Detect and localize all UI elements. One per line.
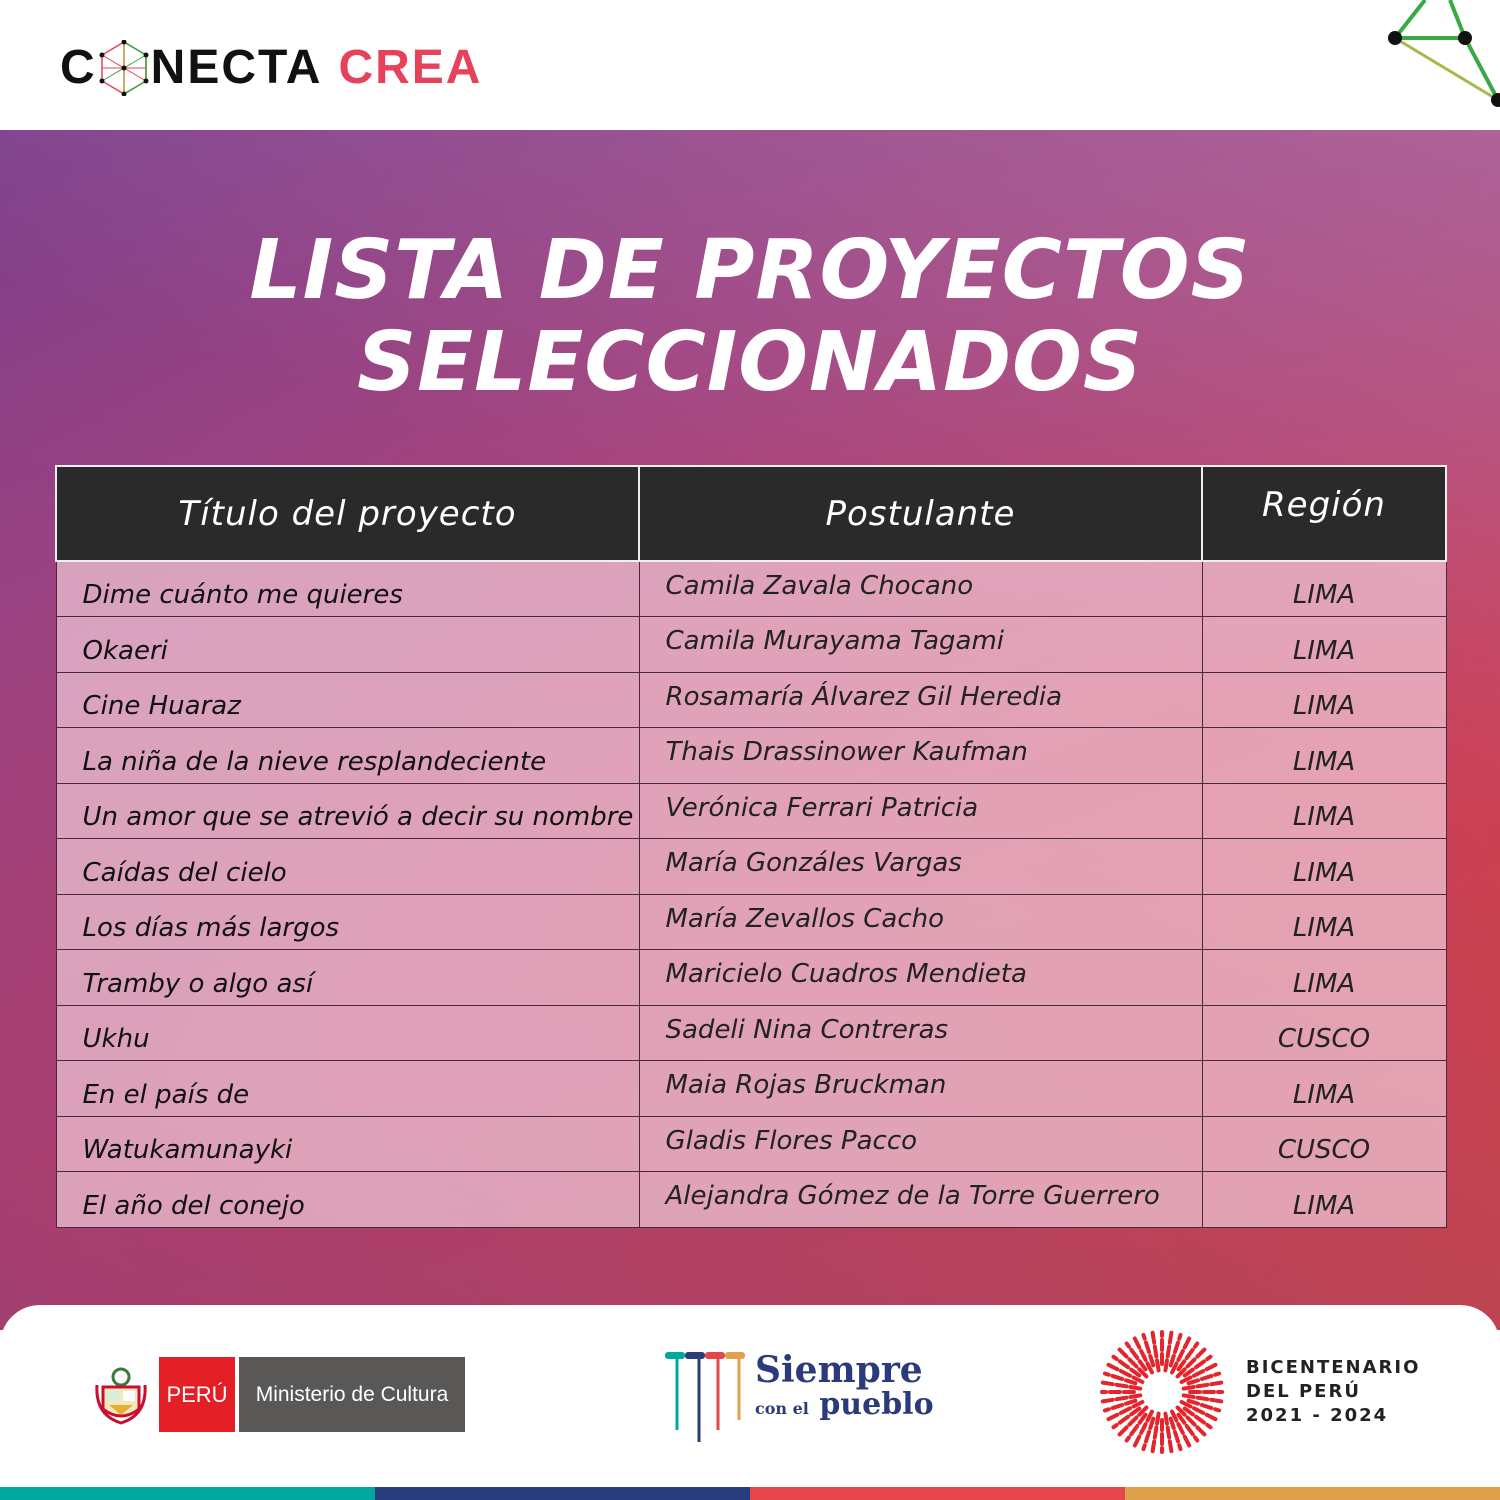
cell-titulo: Caídas del cielo <box>55 838 640 895</box>
cell-region: LIMA <box>1201 616 1447 673</box>
content-panel: LISTA DE PROYECTOS SELECCIONADOS Título … <box>0 130 1500 1330</box>
cell-titulo: Los días más largos <box>55 893 640 950</box>
table-row: Tramby o algo así Maricielo Cuadros Mendi… <box>55 949 1447 1006</box>
ministry-label: Ministerio de Cultura <box>239 1357 465 1432</box>
peru-coat-of-arms-icon <box>95 1367 147 1425</box>
table-row: En el país de Maia Rojas Bruckman LIMA <box>55 1060 1447 1117</box>
table-row: Cine Huaraz Rosamaría Álvarez Gil Heredia… <box>55 671 1447 728</box>
stripe-segment <box>1125 1487 1500 1500</box>
table-row: El año del conejo Alejandra Gómez de la T… <box>55 1171 1447 1228</box>
peru-label: PERÚ <box>159 1357 235 1432</box>
cell-titulo: Okaeri <box>55 616 640 673</box>
con-el-text: con el <box>755 1399 809 1418</box>
footer: PERÚ Ministerio de Cultura Siempre con e… <box>0 1305 1500 1500</box>
cell-titulo: En el país de <box>55 1060 640 1117</box>
cell-region: CUSCO <box>1201 1004 1447 1061</box>
stripe-segment <box>750 1487 1125 1500</box>
siempre-con-el-pueblo-logo: Siempre con el pueblo <box>665 1350 934 1445</box>
cell-postulante: Verónica Ferrari Patricia <box>638 782 1203 839</box>
cell-region: LIMA <box>1201 727 1447 784</box>
cell-postulante: Thais Drassinower Kaufman <box>638 727 1203 784</box>
pueblo-text: pueblo <box>819 1387 934 1422</box>
cell-postulante: Gladis Flores Pacco <box>638 1115 1203 1172</box>
cell-region: LIMA <box>1201 949 1447 1006</box>
table-row: Dime cuánto me quieres Camila Zavala Choc… <box>55 560 1447 617</box>
header-region: Región <box>1201 465 1447 562</box>
header-postulante: Postulante <box>638 465 1203 562</box>
ministerio-cultura-logo: PERÚ Ministerio de Cultura <box>95 1357 465 1432</box>
cell-postulante: Maricielo Cuadros Mendieta <box>638 949 1203 1006</box>
conecta-crea-logo: C NECTA CREA <box>60 40 482 96</box>
quipu-icon <box>665 1352 745 1442</box>
bicentenario-line-3: 2021 - 2024 <box>1246 1405 1389 1426</box>
cell-titulo: Dime cuánto me quieres <box>55 560 640 617</box>
cell-region: LIMA <box>1201 1171 1447 1228</box>
logo-text-c: C <box>60 41 97 94</box>
cell-region: LIMA <box>1201 838 1447 895</box>
table-row: Caídas del cielo María Gonzáles Vargas LIM… <box>55 838 1447 895</box>
stripe-segment <box>375 1487 750 1500</box>
title-line-1: LISTA DE PROYECTOS <box>249 223 1251 318</box>
network-hexagon-icon <box>99 40 149 96</box>
cell-titulo: Ukhu <box>55 1004 640 1061</box>
network-corner-decoration <box>1388 0 1500 107</box>
title-line-2: SELECCIONADOS <box>357 315 1143 410</box>
page-title: LISTA DE PROYECTOS SELECCIONADOS <box>0 225 1500 409</box>
header: C NECTA CREA <box>0 0 1500 130</box>
cell-region: LIMA <box>1201 560 1447 617</box>
table-row: Los días más largos María Zevallos Cacho L… <box>55 893 1447 950</box>
cell-postulante: María Zevallos Cacho <box>638 893 1203 950</box>
cell-titulo: La niña de la nieve resplandeciente <box>55 727 640 784</box>
cell-postulante: Sadeli Nina Contreras <box>638 1004 1203 1061</box>
cell-titulo: Un amor que se atrevió a decir su nombre <box>55 782 640 839</box>
cell-region: LIMA <box>1201 782 1447 839</box>
logo-text-necta: NECTA <box>150 41 323 94</box>
table-row: La niña de la nieve resplandeciente Thais… <box>55 727 1447 784</box>
cell-region: LIMA <box>1201 893 1447 950</box>
cell-postulante: Camila Murayama Tagami <box>638 616 1203 673</box>
stripe-segment <box>0 1487 375 1500</box>
logo-text-crea: CREA <box>338 41 483 94</box>
bicentenario-line-1: BICENTENARIO <box>1246 1357 1421 1378</box>
cell-region: LIMA <box>1201 671 1447 728</box>
siempre-text: Siempre <box>755 1349 923 1391</box>
table-row: Un amor que se atrevió a decir su nombre… <box>55 782 1447 839</box>
cell-region: CUSCO <box>1201 1115 1447 1172</box>
bicentenario-line-2: DEL PERÚ <box>1246 1381 1361 1402</box>
cell-titulo: Watukamunayki <box>55 1115 640 1172</box>
cell-postulante: María Gonzáles Vargas <box>638 838 1203 895</box>
color-stripe <box>0 1487 1500 1500</box>
cell-titulo: El año del conejo <box>55 1171 640 1228</box>
bicentenario-logo: BICENTENARIO DEL PERÚ 2021 - 2024 <box>1100 1330 1420 1454</box>
projects-table: Título del proyecto Postulante Región Di… <box>55 465 1447 1228</box>
header-titulo: Título del proyecto <box>55 465 640 562</box>
table-header-row: Título del proyecto Postulante Región <box>55 465 1447 562</box>
cell-titulo: Cine Huaraz <box>55 671 640 728</box>
table-row: Watukamunayki Gladis Flores Pacco CUSCO <box>55 1115 1447 1172</box>
cell-postulante: Camila Zavala Chocano <box>638 560 1203 617</box>
cell-region: LIMA <box>1201 1060 1447 1117</box>
table-row: Okaeri Camila Murayama Tagami LIMA <box>55 616 1447 673</box>
cell-postulante: Alejandra Gómez de la Torre Guerrero <box>638 1171 1203 1228</box>
cell-titulo: Tramby o algo así <box>55 949 640 1006</box>
bicentenario-sun-icon <box>1100 1330 1224 1454</box>
cell-postulante: Rosamaría Álvarez Gil Heredia <box>638 671 1203 728</box>
table-row: Ukhu Sadeli Nina Contreras CUSCO <box>55 1004 1447 1061</box>
cell-postulante: Maia Rojas Bruckman <box>638 1060 1203 1117</box>
